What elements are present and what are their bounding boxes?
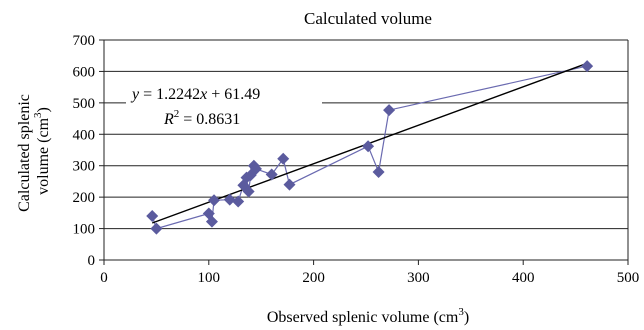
plot-area	[103, 40, 629, 261]
x-tick-label: 200	[302, 270, 325, 286]
data-point	[265, 168, 278, 181]
equation-background	[126, 80, 322, 130]
y-tick-label: 100	[73, 222, 96, 238]
y-tick-label: 600	[73, 64, 96, 80]
data-markers	[146, 60, 594, 235]
y-tick-label: 300	[73, 159, 96, 175]
x-tick-label: 0	[100, 270, 108, 286]
x-tick-label: 500	[617, 270, 640, 286]
y-tick-label: 500	[73, 96, 96, 112]
x-tick-label: 400	[512, 270, 535, 286]
y-axis-title: Calculated splenic volume (cm3)	[16, 90, 52, 212]
data-point	[383, 104, 396, 117]
y-axis-ticks: 0 100 200 300 400 500 600 700	[73, 33, 104, 269]
data-point	[150, 222, 163, 235]
data-point	[283, 178, 296, 191]
trendline-equation: y = 1.2242x + 61.49	[130, 86, 260, 103]
data-point	[372, 166, 385, 178]
data-point	[208, 194, 221, 207]
x-tick-label: 100	[198, 270, 221, 286]
data-point	[146, 210, 159, 222]
y-tick-label: 200	[73, 190, 96, 206]
data-point	[232, 195, 245, 208]
data-point	[205, 215, 218, 228]
data-point	[249, 162, 262, 175]
gridlines	[104, 39, 628, 230]
data-point	[277, 152, 290, 165]
data-point	[242, 185, 255, 198]
data-point	[362, 140, 375, 153]
x-axis-title: Observed splenic volume (cm3)	[267, 306, 469, 326]
x-axis-ticks: 0 100 200 300 400 500	[100, 260, 639, 286]
chart-title: Calculated volume	[304, 9, 432, 28]
data-point	[223, 193, 236, 206]
y-tick-label: 0	[88, 253, 96, 269]
r-squared-label: R2 = 0.8631	[163, 108, 240, 128]
y-tick-label: 400	[73, 127, 96, 143]
data-point	[581, 60, 594, 73]
y-tick-label: 700	[73, 33, 96, 49]
x-tick-label: 300	[407, 270, 430, 286]
